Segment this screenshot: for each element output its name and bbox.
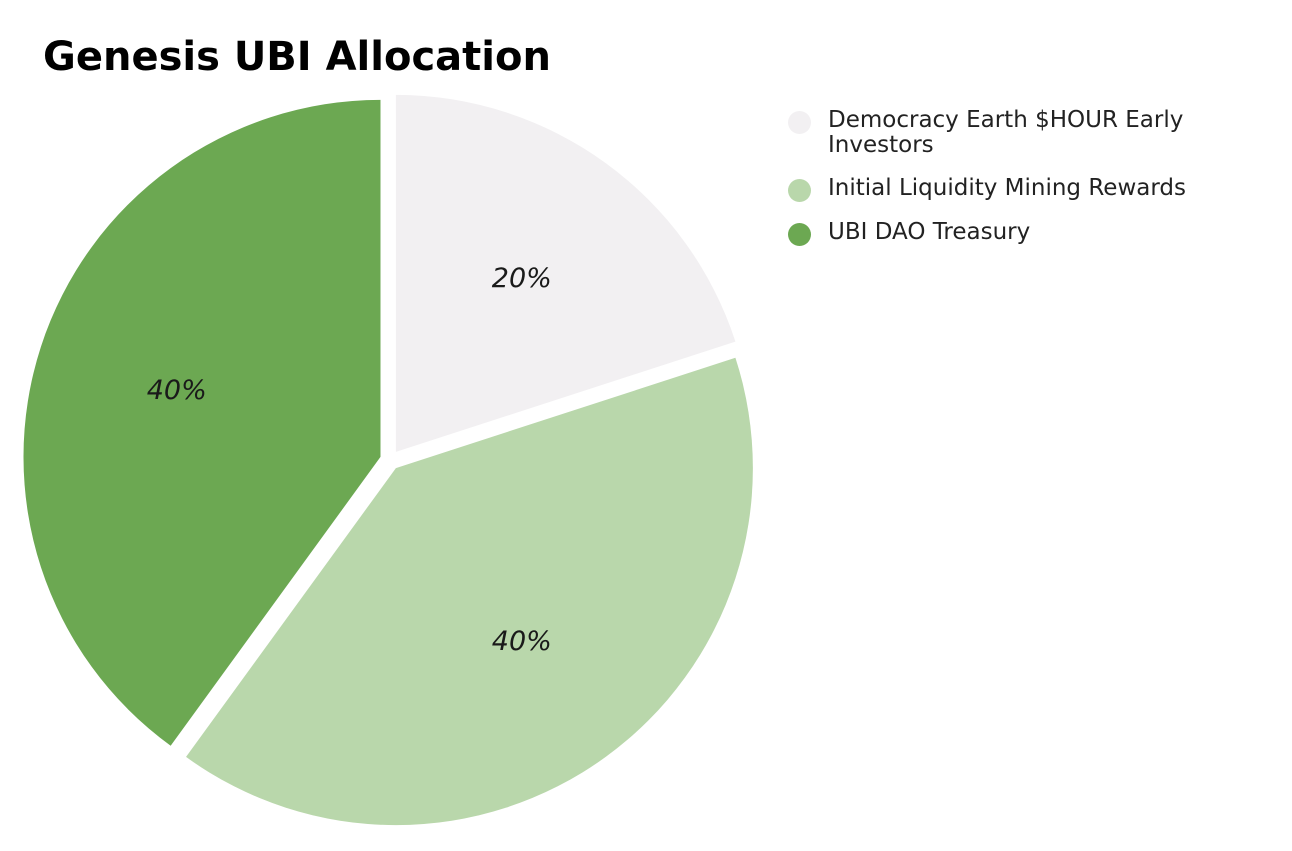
pie-slice-1 [395,94,736,452]
legend-label: Initial Liquidity Mining Rewards [828,175,1186,201]
legend-swatch [788,111,811,134]
chart-legend: Democracy Earth $HOUR Early Investors Ini… [788,108,1248,264]
legend-item-1[interactable]: Democracy Earth $HOUR Early Investors [788,108,1248,158]
slice-percent-label-3: 40% [147,375,207,406]
slice-percent-label-1: 20% [492,263,552,294]
legend-label: Democracy Earth $HOUR Early Investors [828,107,1184,158]
slice-percent-label-2: 40% [492,626,552,657]
pie-slice-3 [23,99,381,746]
legend-label: UBI DAO Treasury [828,219,1031,245]
chart-title: Genesis UBI Allocation [43,34,551,80]
pie-slice-2 [186,357,753,826]
legend-item-2[interactable]: Initial Liquidity Mining Rewards [788,176,1248,202]
legend-item-3[interactable]: UBI DAO Treasury [788,220,1248,246]
pie-slices [23,94,753,826]
legend-swatch [788,223,811,246]
legend-swatch [788,179,811,202]
pie-slice-labels: 20% 40% 40% [147,263,552,657]
